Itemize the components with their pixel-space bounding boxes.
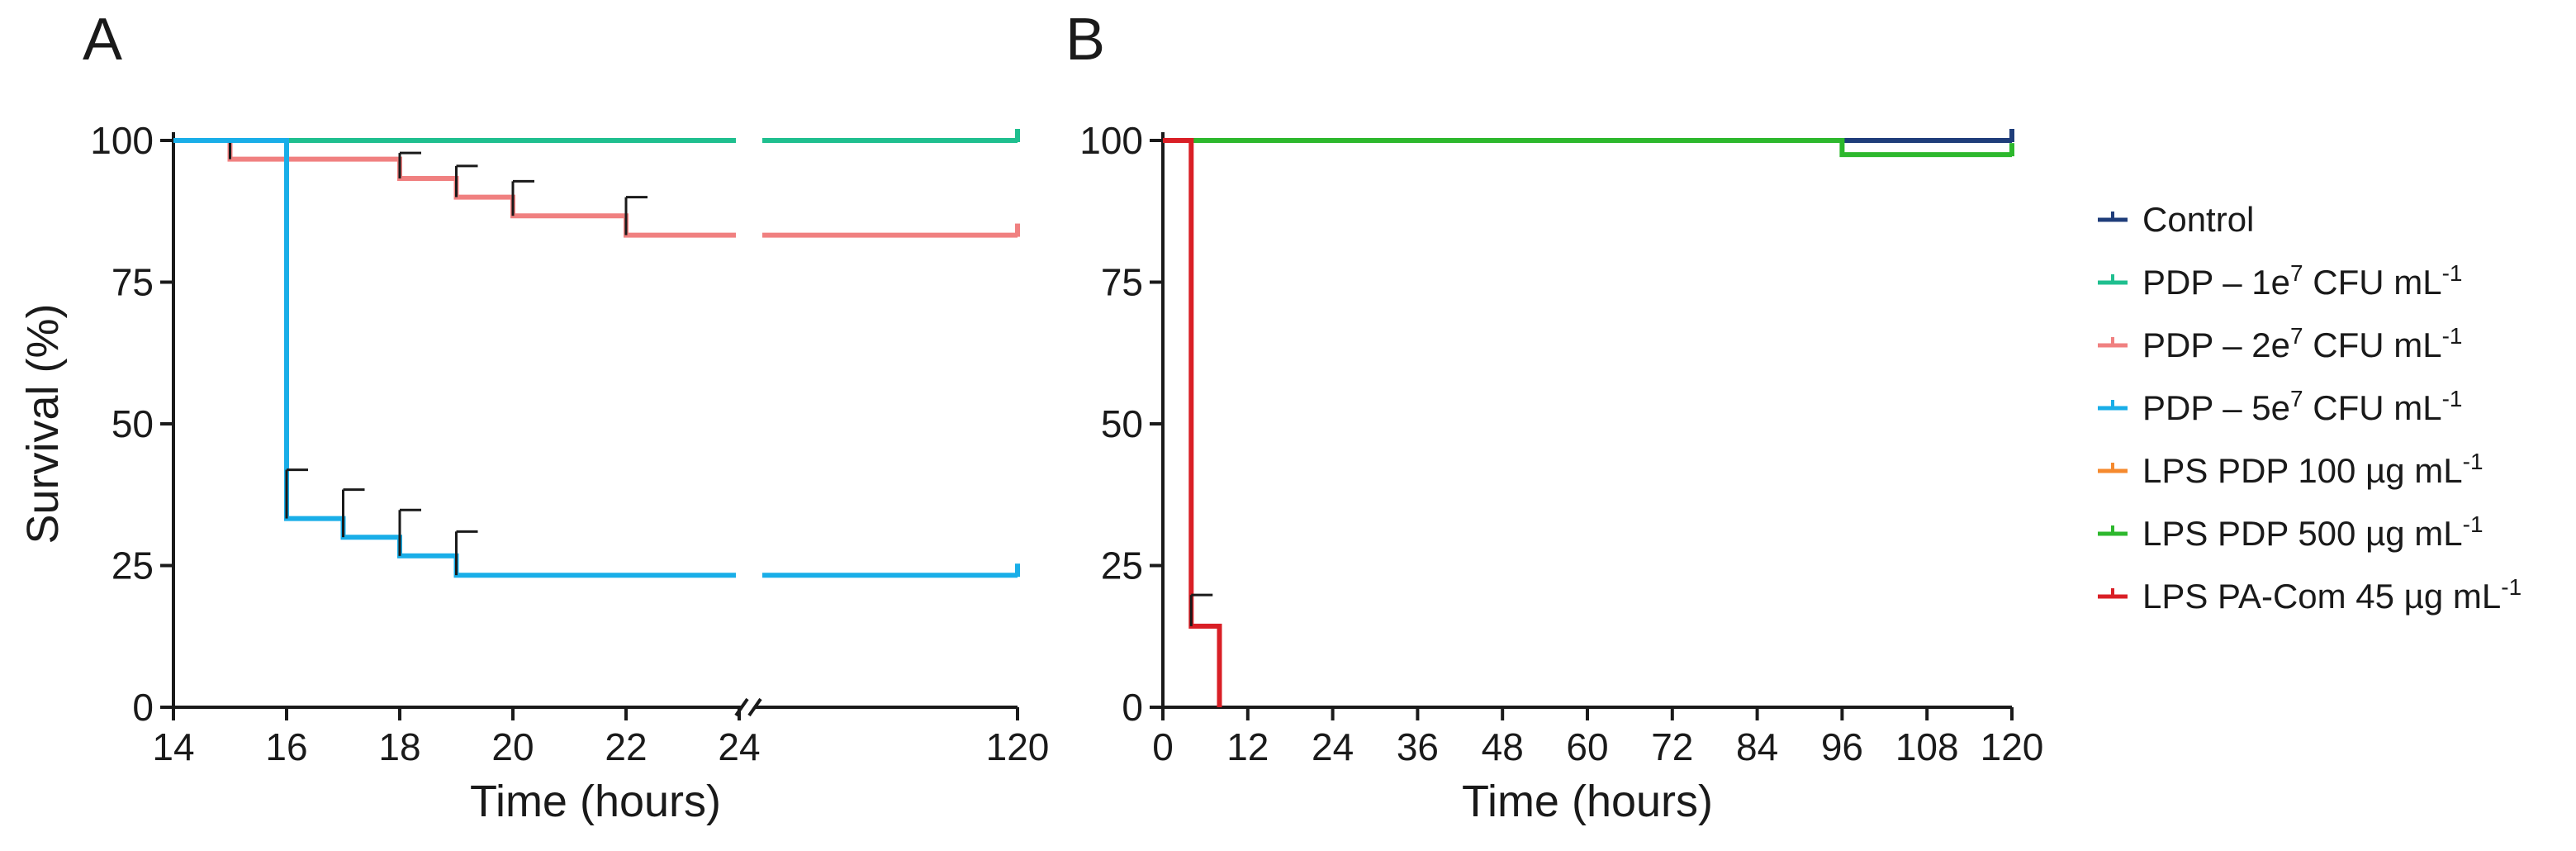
x-tick-label: 84 <box>1736 725 1778 768</box>
y-tick-label: 100 <box>90 119 154 162</box>
x-tick-label: 18 <box>378 725 420 768</box>
legend-superscript: -1 <box>2442 323 2463 349</box>
panel-b-label: B <box>1065 7 1105 73</box>
legend-label: LPS PDP 100 µg mL-1 <box>2142 449 2483 490</box>
y-tick-label: 0 <box>132 686 154 729</box>
legend-text-part: CFU mL <box>2303 388 2442 427</box>
legend-label: Control <box>2142 200 2254 239</box>
x-tick-label: 22 <box>605 725 647 768</box>
series-2 <box>173 138 1020 578</box>
series-1 <box>173 138 1020 238</box>
y-tick-label: 0 <box>1122 686 1143 729</box>
x-tick-label: 20 <box>491 725 534 768</box>
legend-item-5: LPS PDP 500 µg mL-1 <box>2098 511 2483 553</box>
x-tick-label: 12 <box>1226 725 1269 768</box>
legend-superscript: 7 <box>2290 386 2303 411</box>
panel-a-label: A <box>83 7 122 73</box>
series-2 <box>1163 138 2014 158</box>
x-tick-label: 16 <box>265 725 307 768</box>
x-tick-label: 60 <box>1566 725 1608 768</box>
x-tick-label: 0 <box>1152 725 1174 768</box>
series-line <box>173 138 736 238</box>
x-tick-label: 120 <box>1981 725 2044 768</box>
legend-text-part: CFU mL <box>2303 326 2442 364</box>
legend-label: PDP – 1e7 CFU mL-1 <box>2142 260 2463 302</box>
legend-text-part: LPS PDP 100 µg mL <box>2142 451 2463 490</box>
y-tick-label: 25 <box>111 544 154 587</box>
legend-superscript: 7 <box>2290 323 2303 349</box>
y-tick-label: 75 <box>111 261 154 304</box>
x-tick-label: 24 <box>1312 725 1354 768</box>
legend-item-6: LPS PA-Com 45 µg mL-1 <box>2098 574 2521 616</box>
legend-item-3: PDP – 5e7 CFU mL-1 <box>2098 386 2463 427</box>
legend-item-0: Control <box>2098 200 2254 239</box>
x-axis-title: Time (hours) <box>1462 777 1713 826</box>
axis-break-mark <box>747 697 762 717</box>
legend-label: PDP – 2e7 CFU mL-1 <box>2142 323 2463 364</box>
series-3 <box>1163 138 1222 707</box>
legend-text-part: PDP – 5e <box>2142 388 2290 427</box>
x-tick-label: 120 <box>986 725 1050 768</box>
legend-item-1: PDP – 1e7 CFU mL-1 <box>2098 260 2463 302</box>
legend-superscript: 7 <box>2290 260 2303 286</box>
x-tick-label: 96 <box>1821 725 1863 768</box>
panel-a-chart: 0 25 50 75 100 14 16 18 20 22 24 120 Time (hours) Sur… <box>18 119 1049 826</box>
legend-text-part: CFU mL <box>2303 263 2442 302</box>
panel-b-chart: 0 25 50 75 100 0 12 24 36 48 60 72 84 96 108 120 Time (h… <box>1079 119 2043 826</box>
legend-item-4: LPS PDP 100 µg mL-1 <box>2098 449 2483 490</box>
legend-superscript: -1 <box>2501 574 2521 600</box>
x-tick-label: 14 <box>152 725 194 768</box>
y-tick-label: 50 <box>1101 402 1143 445</box>
legend-superscript: -1 <box>2442 386 2463 411</box>
legend-superscript: -1 <box>2463 511 2483 537</box>
y-tick-label: 25 <box>1101 544 1143 587</box>
series-line <box>1163 138 2012 158</box>
y-tick-label: 50 <box>111 402 154 445</box>
legend-text-part: LPS PA-Com 45 µg mL <box>2142 577 2501 616</box>
x-tick-label: 24 <box>718 725 760 768</box>
legend-text-part: LPS PDP 500 µg mL <box>2142 514 2463 553</box>
x-tick-label: 48 <box>1482 725 1524 768</box>
legend-label: PDP – 5e7 CFU mL-1 <box>2142 386 2463 427</box>
series-0 <box>173 129 1020 143</box>
legend-label: LPS PDP 500 µg mL-1 <box>2142 511 2483 553</box>
y-tick-label: 75 <box>1101 261 1143 304</box>
x-tick-label: 72 <box>1651 725 1693 768</box>
legend-label: LPS PA-Com 45 µg mL-1 <box>2142 574 2521 616</box>
x-tick-label: 36 <box>1397 725 1439 768</box>
legend-text-part: Control <box>2142 200 2254 239</box>
y-tick-label: 100 <box>1079 119 1143 162</box>
legend-text-part: PDP – 2e <box>2142 326 2290 364</box>
legend-superscript: -1 <box>2463 449 2483 474</box>
legend-superscript: -1 <box>2442 260 2463 286</box>
x-axis-title: Time (hours) <box>470 777 721 826</box>
legend-text-part: PDP – 1e <box>2142 263 2290 302</box>
series-line <box>173 138 736 578</box>
x-tick-label: 108 <box>1895 725 1959 768</box>
y-axis-title: Survival (%) <box>18 303 68 544</box>
legend-item-2: PDP – 2e7 CFU mL-1 <box>2098 323 2463 364</box>
